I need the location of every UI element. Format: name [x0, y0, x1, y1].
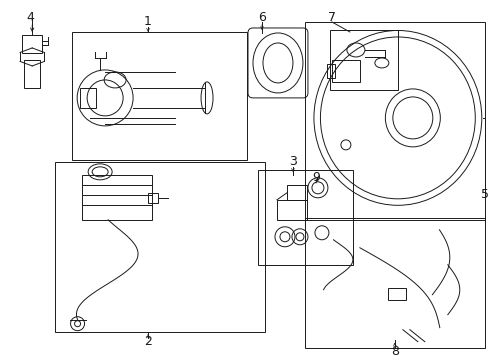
Text: 4: 4: [26, 12, 34, 24]
Text: 7: 7: [327, 12, 335, 24]
Bar: [331, 60, 359, 82]
Bar: [80, 88, 96, 108]
Bar: [22, 35, 42, 53]
Bar: [72, 32, 246, 160]
Text: 6: 6: [258, 12, 265, 24]
Bar: [305, 218, 484, 348]
Text: 2: 2: [144, 335, 152, 348]
Bar: [286, 185, 306, 200]
Bar: [82, 175, 152, 220]
Text: 5: 5: [480, 188, 488, 201]
Text: 8: 8: [390, 345, 398, 358]
Bar: [24, 60, 40, 88]
Bar: [276, 200, 306, 220]
Bar: [329, 30, 397, 90]
Text: 3: 3: [288, 156, 296, 168]
Bar: [326, 64, 334, 78]
Bar: [55, 162, 264, 332]
Text: 1: 1: [144, 15, 152, 28]
Text: 9: 9: [311, 171, 319, 184]
Bar: [387, 288, 405, 300]
Bar: [305, 22, 484, 220]
Bar: [258, 170, 352, 265]
Bar: [148, 193, 158, 203]
